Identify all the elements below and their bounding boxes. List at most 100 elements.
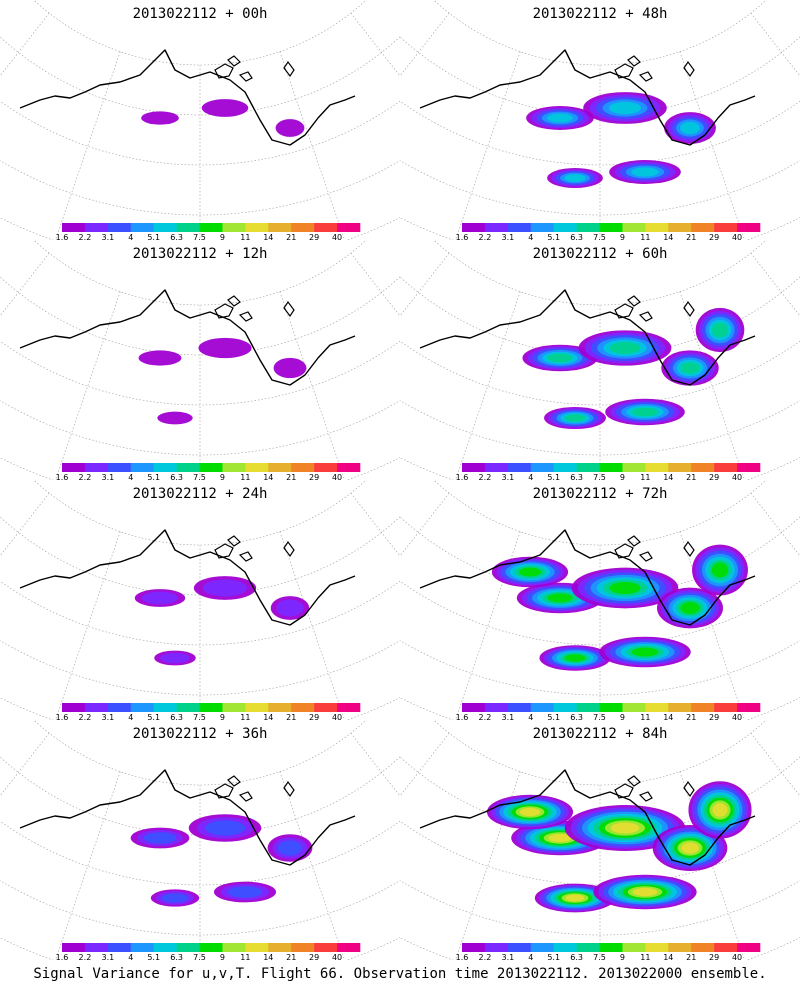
colorbar-tick-label: 9 <box>219 473 225 482</box>
colorbar-swatch <box>553 703 577 712</box>
colorbar-swatch <box>153 223 177 232</box>
variance-map <box>0 0 400 240</box>
colorbar-tick-label: 29 <box>709 473 720 482</box>
colorbar-swatch <box>553 223 577 232</box>
colorbar-swatch <box>222 223 246 232</box>
colorbar-tick-label: 6.3 <box>570 233 583 242</box>
variance-field <box>526 92 716 188</box>
colorbar-swatch <box>130 463 154 472</box>
graticule <box>400 0 800 240</box>
colorbar-swatch <box>714 703 738 712</box>
colorbar-swatch <box>553 943 577 952</box>
colorbar-tick-label: 11 <box>640 473 651 482</box>
colorbar-swatch <box>576 463 600 472</box>
colorbar-swatch <box>737 463 761 472</box>
colorbar-swatch <box>645 223 669 232</box>
colorbar-tick-label: 2.2 <box>478 953 492 962</box>
colorbar-swatch <box>737 943 761 952</box>
colorbar-tick-label: 1.6 <box>55 233 69 242</box>
colorbar-swatch <box>314 703 338 712</box>
colorbar-tick-label: 6.3 <box>170 713 183 722</box>
colorbar-tick-label: 9 <box>619 713 625 722</box>
colorbar-tick-label: 3.1 <box>501 473 515 482</box>
variance-field <box>138 337 307 425</box>
colorbar-swatch <box>576 703 600 712</box>
colorbar-tick-label: 21 <box>686 953 697 962</box>
colorbar-tick-label: 1.6 <box>55 473 69 482</box>
colorbar-tick-label: 6.3 <box>570 953 583 962</box>
colorbar-tick-label: 14 <box>263 713 274 722</box>
colorbar-swatch <box>691 943 715 952</box>
colorbar-tick-label: 9 <box>219 953 225 962</box>
islands <box>614 535 695 562</box>
variance-map <box>0 720 400 960</box>
variance-field <box>134 576 310 666</box>
colorbar-tick-label: 21 <box>286 953 297 962</box>
colorbar-tick-label: 9 <box>219 233 225 242</box>
colorbar-swatch <box>714 463 738 472</box>
islands <box>614 295 695 322</box>
colorbar-tick-label: 7.5 <box>593 953 606 962</box>
colorbar-swatch <box>622 703 646 712</box>
colorbar-tick-label: 14 <box>263 953 274 962</box>
colorbar-tick-label: 40 <box>731 473 743 482</box>
colorbar-swatch <box>291 223 315 232</box>
colorbar-tick-label: 29 <box>309 233 320 242</box>
colorbar-tick-label: 1.6 <box>455 233 469 242</box>
colorbar-tick-label: 5.1 <box>547 473 561 482</box>
colorbar-tick-label: 29 <box>309 473 320 482</box>
colorbar-tick-label: 40 <box>331 953 343 962</box>
colorbar-swatch <box>484 943 509 952</box>
colorbar-tick-label: 1.6 <box>455 953 469 962</box>
colorbar-swatch <box>291 463 315 472</box>
colorbar <box>462 223 761 232</box>
colorbar-tick-label: 6.3 <box>570 473 583 482</box>
colorbar-swatch <box>176 223 200 232</box>
colorbar-tick-label: 11 <box>640 233 651 242</box>
colorbar-tick-label: 4 <box>528 473 534 482</box>
colorbar-swatch <box>691 223 715 232</box>
colorbar-tick-label: 4 <box>528 233 534 242</box>
panel-title: 2013022112 + 12h <box>132 246 268 262</box>
colorbar-swatch <box>245 943 269 952</box>
colorbar-tick-label: 6.3 <box>170 233 183 242</box>
colorbar-tick-label: 11 <box>240 473 251 482</box>
colorbar-swatch <box>62 703 86 712</box>
colorbar-swatch <box>737 223 761 232</box>
variance-field <box>130 814 313 907</box>
colorbar-swatch <box>507 943 532 952</box>
colorbar-tick-label: 3.1 <box>501 233 515 242</box>
colorbar-tick-label: 1.6 <box>55 713 69 722</box>
coastline <box>419 769 756 866</box>
colorbar-tick-label: 9 <box>219 713 225 722</box>
colorbar-tick-label: 11 <box>240 713 251 722</box>
colorbar-tick-label: 3.1 <box>101 713 115 722</box>
colorbar-swatch <box>507 703 532 712</box>
colorbar-tick-label: 7.5 <box>193 713 206 722</box>
colorbar-swatch <box>668 943 692 952</box>
colorbar-swatch <box>176 463 200 472</box>
colorbar-swatch <box>130 703 154 712</box>
colorbar-tick-label: 2.2 <box>478 473 492 482</box>
colorbar-tick-label: 29 <box>309 713 320 722</box>
colorbar-swatch <box>714 943 738 952</box>
colorbar-swatch <box>484 223 509 232</box>
colorbar-swatch <box>576 943 600 952</box>
colorbar-swatch <box>462 703 486 712</box>
colorbar-swatch <box>84 703 109 712</box>
colorbar-swatch <box>530 223 554 232</box>
colorbar-swatch <box>245 223 269 232</box>
colorbar-swatch <box>130 943 154 952</box>
colorbar-tick-label: 9 <box>619 233 625 242</box>
colorbar-tick-label: 11 <box>240 233 251 242</box>
colorbar-swatch <box>691 703 715 712</box>
panel-title: 2013022112 + 24h <box>132 486 268 502</box>
colorbar-swatch <box>337 463 361 472</box>
forecast-panel: 2013022112 + 84h 1.6 2.2 3.1 4 5.1 6.3 7.5 9 11 14… <box>400 720 800 962</box>
colorbar-swatch <box>622 463 646 472</box>
colorbar-swatch <box>599 463 623 472</box>
colorbar-swatch <box>314 463 338 472</box>
coastline <box>19 289 356 386</box>
forecast-panel: 2013022112 + 36h 1.6 2.2 3.1 4 5.1 6.3 7.5 9 11 14… <box>0 720 400 962</box>
coastline <box>419 49 756 146</box>
